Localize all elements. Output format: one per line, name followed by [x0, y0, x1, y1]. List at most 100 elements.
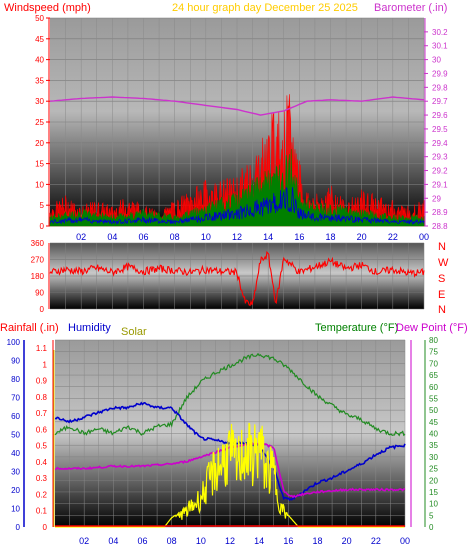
rainfall-tick-label: 1.1	[36, 344, 48, 353]
panel-temp-axes: 0510152025303540455055606570758001020304…	[7, 336, 439, 546]
barometer-tick-label: 29.2	[432, 167, 448, 176]
barometer-tick-label: 29.5	[432, 125, 448, 134]
panel-direction-axes: 360 270 180 90 0	[31, 239, 50, 314]
x-tick-label: 10	[196, 536, 206, 546]
rainfall-tick-label: 0	[43, 523, 48, 532]
panel-temp-series	[54, 352, 406, 528]
temperature-tick-label: 45	[429, 418, 438, 427]
humidity-tick-label: 90	[11, 357, 20, 366]
barometer-tick-label: 28.9	[432, 208, 448, 217]
rainfall-axis-title: Rainfall (.in)	[0, 322, 59, 334]
humidity-tick-label: 30	[11, 468, 20, 477]
temperature-line	[54, 352, 406, 437]
barometer-tick-label: 29.4	[432, 139, 448, 148]
x-tick-label: 08	[170, 232, 180, 242]
humidity-tick-label: 50	[11, 431, 20, 440]
barometer-tick-label: 30.2	[432, 28, 448, 37]
barometer-tick-label: 29.9	[432, 69, 448, 78]
barometer-line	[49, 96, 425, 116]
x-tick-label: 00	[400, 536, 410, 546]
humidity-tick-label: 20	[11, 486, 20, 495]
wind-tick-label: 25	[35, 118, 44, 127]
direction-tick-label: 0	[40, 305, 45, 314]
wind-axis-title: Windspeed (mph)	[4, 2, 91, 14]
compass-e: E	[438, 289, 445, 301]
temperature-tick-label: 70	[429, 359, 438, 368]
x-tick-label: 08	[167, 536, 177, 546]
x-tick-label: 00	[419, 232, 429, 242]
x-tick-label: 22	[371, 536, 381, 546]
wind-tick-label: 0	[40, 222, 45, 231]
temperature-tick-label: 75	[429, 348, 438, 357]
compass-n-bottom: N	[438, 304, 446, 316]
direction-tick-label: 180	[31, 272, 45, 281]
x-tick-label: 16	[283, 536, 293, 546]
wind-tick-label: 50	[35, 14, 44, 23]
x-tick-label: 04	[108, 536, 118, 546]
humidity-tick-label: 70	[11, 394, 20, 403]
wind-tick-label: 45	[35, 35, 44, 44]
rainfall-tick-label: 0.7	[36, 409, 48, 418]
x-tick-label: 14	[263, 232, 273, 242]
wind-average-area	[49, 148, 425, 227]
x-tick-label: 22	[388, 232, 398, 242]
direction-tick-label: 270	[31, 256, 45, 265]
wind-tick-label: 35	[35, 76, 44, 85]
humidity-tick-label: 40	[11, 449, 20, 458]
rainfall-tick-label: 0.5	[36, 442, 48, 451]
barometer-tick-label: 30	[432, 56, 441, 65]
barometer-tick-label: 28.8	[432, 222, 448, 231]
humidity-tick-label: 60	[11, 412, 20, 421]
humidity-tick-label: 10	[11, 505, 20, 514]
barometer-axis-title: Barometer (.in)	[374, 2, 447, 14]
solar-line	[55, 422, 405, 528]
temperature-tick-label: 40	[429, 430, 438, 439]
temperature-tick-label: 50	[429, 406, 438, 415]
wind-tick-label: 5	[40, 201, 45, 210]
panel-temp-grid	[55, 339, 406, 528]
x-tick-label: 06	[137, 536, 147, 546]
rainfall-tick-label: 0.6	[36, 425, 48, 434]
wind-tick-label: 10	[35, 180, 44, 189]
compass-n-top: N	[438, 241, 446, 253]
temperature-tick-label: 35	[429, 441, 438, 450]
rainfall-tick-label: 0.9	[36, 377, 48, 386]
x-tick-label: 04	[107, 232, 117, 242]
wind-tick-label: 40	[35, 56, 44, 65]
barometer-tick-label: 29.8	[432, 83, 448, 92]
temperature-tick-label: 60	[429, 383, 438, 392]
x-tick-label: 18	[312, 536, 322, 546]
temperature-tick-label: 30	[429, 453, 438, 462]
temperature-axis-title: Temperature (°F)	[315, 322, 398, 334]
wind-tick-label: 30	[35, 97, 44, 106]
temperature-tick-label: 80	[429, 336, 438, 345]
panel-direction-series	[49, 250, 425, 307]
temperature-tick-label: 10	[429, 500, 438, 509]
rainfall-tick-label: 0.8	[36, 393, 48, 402]
humidity-axis-title: Humidity	[68, 322, 111, 334]
rainfall-tick-label: 1	[43, 360, 48, 369]
temperature-tick-label: 25	[429, 465, 438, 474]
barometer-tick-label: 29.7	[432, 97, 448, 106]
x-tick-label: 12	[232, 232, 242, 242]
rainfall-tick-label: 0.4	[36, 458, 48, 467]
rainfall-tick-label: 0.1	[36, 507, 48, 516]
wind-tick-label: 15	[35, 160, 44, 169]
wind-tick-label: 20	[35, 139, 44, 148]
compass-s: S	[438, 273, 445, 285]
temperature-tick-label: 15	[429, 488, 438, 497]
barometer-tick-label: 30.1	[432, 42, 448, 51]
chart-title: 24 hour graph day December 25 2025	[172, 2, 358, 14]
x-tick-label: 02	[76, 232, 86, 242]
temperature-tick-label: 20	[429, 476, 438, 485]
temperature-tick-label: 5	[429, 511, 434, 520]
humidity-tick-label: 0	[16, 523, 21, 532]
panel-wind-axes: 0 5 10 15 20 25 30 35 40 45 50 28.8 28.9 29 29.1 29.2 29…	[35, 14, 448, 242]
solar-axis-title: Solar	[121, 326, 147, 338]
rainfall-tick-label: 0.2	[36, 490, 48, 499]
barometer-tick-label: 29.3	[432, 153, 448, 162]
temperature-tick-label: 0	[429, 523, 434, 532]
temperature-tick-label: 65	[429, 371, 438, 380]
temperature-tick-label: 55	[429, 394, 438, 403]
